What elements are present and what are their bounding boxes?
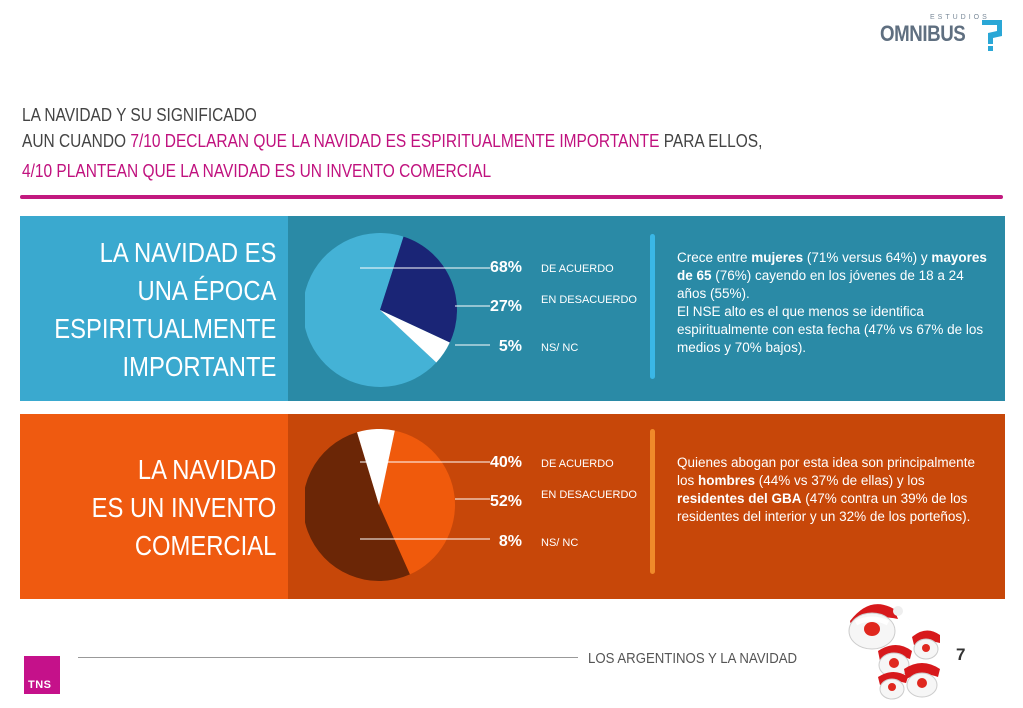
heading-rule [20, 195, 1003, 199]
pie-slice [379, 430, 455, 575]
panel-title-box: LA NAVIDAD ES UN INVENTO COMERCIAL [20, 414, 288, 599]
pie-slice [380, 310, 450, 363]
category-label: NS/ NC [541, 342, 579, 354]
omnibus-logo: ESTUDIOS OMNIBUS [880, 14, 1010, 54]
category-label: NS/ NC [541, 537, 579, 549]
pct-label: 27% [489, 298, 522, 315]
pct-label: 40% [489, 454, 522, 471]
panel-title-line: COMERCIAL [134, 530, 276, 561]
panel-comercial: LA NAVIDAD ES UN INVENTO COMERCIAL 40% 5… [20, 414, 1005, 599]
headline-line-3: 4/10 PLANTEAN QUE LA NAVIDAD ES UN INVEN… [22, 161, 492, 181]
headline-text: PARA ELLOS, [659, 131, 763, 151]
desc-text: (44% vs 37% de ellas) y los [755, 473, 925, 488]
santa-faces-icon [848, 604, 940, 700]
category-label: DE ACUERDO [541, 458, 614, 470]
panel-title-line: LA NAVIDAD ES [99, 237, 277, 268]
desc-bold: hombres [698, 473, 756, 488]
pct-label: 8% [498, 533, 522, 550]
panel-title-line: ES UN INVENTO [91, 492, 276, 523]
desc-text: Crece entre [677, 250, 752, 265]
desc-bold: mayores de 65 [677, 250, 987, 283]
omnibus-question-icon [982, 20, 1002, 51]
category-label: EN DESACUERDO [541, 294, 637, 306]
pie-slice [357, 429, 395, 505]
panel-title: LA NAVIDAD ES UN INVENTO COMERCIAL [91, 451, 276, 565]
pie-chart [305, 429, 490, 581]
headline-line-2: AUN CUANDO 7/10 DECLARAN QUE LA NAVIDAD … [22, 126, 865, 156]
desc-text: (71% versus 64%) y [803, 250, 932, 265]
category-label: EN DESACUERDO [541, 489, 637, 501]
panel-title-line: ESPIRITUALMENTE [53, 313, 276, 344]
desc-text: Quienes abogan por esta idea son princip… [677, 455, 975, 488]
pie-chart [305, 233, 490, 387]
slide-heading: LA NAVIDAD Y SU SIGNIFICADO AUN CUANDO 7… [22, 104, 1002, 186]
footer-text: LOS ARGENTINOS Y LA NAVIDAD [588, 650, 798, 667]
logo-name: OMNIBUS [880, 21, 966, 46]
pie-slice [305, 432, 410, 581]
pie-slice [305, 233, 437, 387]
desc-bold: mujeres [751, 250, 804, 265]
divider-bar [650, 234, 655, 379]
panel-title-line: IMPORTANTE [122, 351, 277, 382]
footer-line [78, 657, 578, 658]
page-number: 7 [956, 645, 966, 664]
tns-logo: TNS [24, 656, 60, 694]
pct-label: 5% [498, 338, 522, 355]
headline-text: AUN CUANDO [22, 131, 131, 151]
panel-title: LA NAVIDAD ES UNA ÉPOCA ESPIRITUALMENTE … [54, 234, 276, 386]
logo-small-text: ESTUDIOS [930, 14, 990, 21]
panel-description: Quienes abogan por esta idea son princip… [677, 454, 995, 526]
pct-label: 68% [489, 259, 522, 276]
desc-text: (47% contra un 39% de los residentes del… [677, 491, 971, 524]
panel-espiritual: LA NAVIDAD ES UNA ÉPOCA ESPIRITUALMENTE … [20, 216, 1005, 401]
panel-description: Crece entre mujeres (71% versus 64%) y m… [677, 249, 995, 357]
headline-highlight: 7/10 DECLARAN QUE LA NAVIDAD ES ESPIRITU… [130, 131, 660, 151]
pct-label: 52% [489, 493, 522, 510]
panel-title-box: LA NAVIDAD ES UNA ÉPOCA ESPIRITUALMENTE … [20, 216, 288, 401]
pie-slice [380, 236, 457, 343]
divider-bar [650, 429, 655, 574]
desc-text: El NSE alto es el que menos se identific… [677, 304, 984, 355]
panel-title-line: UNA ÉPOCA [137, 275, 276, 306]
slide-title: LA NAVIDAD Y SU SIGNIFICADO [22, 105, 257, 125]
category-label: DE ACUERDO [541, 263, 614, 275]
desc-text: (76%) cayendo en los jóvenes de 18 a 24 … [677, 268, 964, 301]
tns-logo-text: TNS [28, 679, 52, 691]
desc-bold: residentes del GBA [677, 491, 802, 506]
panel-title-line: LA NAVIDAD [137, 454, 276, 485]
